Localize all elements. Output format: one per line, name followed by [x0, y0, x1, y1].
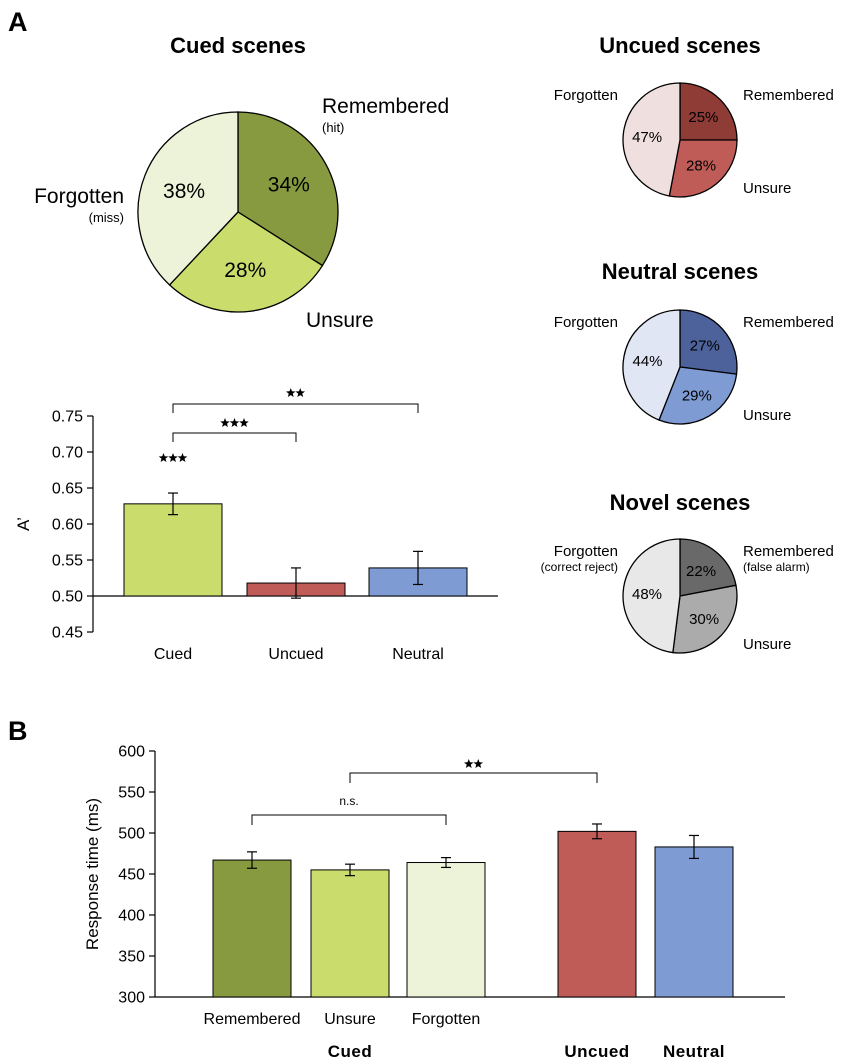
- significance-stars: [220, 418, 230, 428]
- pie-slice-label: Unsure: [306, 309, 374, 332]
- significance-bracket: [349, 772, 598, 783]
- significance-bracket: [172, 403, 419, 413]
- pie-percent-label: 47%: [632, 129, 662, 146]
- group-label-uncued: Uncued: [564, 1042, 629, 1061]
- bar-forgotten: [406, 862, 486, 998]
- significance-bracket: [172, 432, 297, 442]
- y-tick-label: 0.45: [52, 625, 83, 642]
- x-category-label: Remembered: [204, 1011, 301, 1028]
- panel-label-a: A: [8, 7, 28, 37]
- pie-percent-label: 44%: [633, 353, 663, 370]
- significance-ns: n.s.: [339, 794, 358, 808]
- pie-slice-unsure: [668, 139, 738, 198]
- y-tick-label: 550: [118, 785, 145, 802]
- significance-stars: [158, 453, 169, 463]
- bar-unsure: [310, 869, 390, 998]
- pie-percent-label: 38%: [163, 180, 205, 203]
- pie-slice-label: Remembered: [743, 87, 834, 104]
- pie-slice-unsure: [168, 211, 324, 313]
- pie-slice-sublabel: (correct reject): [541, 560, 618, 574]
- pie-slice-label: Forgotten: [554, 314, 618, 331]
- pie-percent-label: 29%: [682, 388, 712, 405]
- y-tick-label: 450: [118, 867, 145, 884]
- pie-percent-label: 25%: [688, 109, 718, 126]
- pie-slice-sublabel: (hit): [322, 120, 344, 135]
- pie-slice-label: Unsure: [743, 407, 791, 424]
- y-tick-label: 350: [118, 949, 145, 966]
- pie-slice-label: Remembered: [743, 314, 834, 331]
- pie-slice-remembered: [679, 309, 738, 375]
- pie-slice-forgotten: [137, 111, 239, 286]
- x-category-label: Unsure: [324, 1011, 376, 1028]
- significance-stars: [473, 759, 484, 769]
- y-tick-label: 0.55: [52, 553, 83, 570]
- pie-slice-unsure: [672, 584, 738, 654]
- pie-title: Uncued scenes: [599, 33, 760, 58]
- y-axis-title: Response time (ms): [83, 798, 102, 950]
- y-axis-title: A’: [14, 517, 33, 531]
- significance-stars: [168, 453, 178, 463]
- pie-slice-label: Unsure: [743, 636, 791, 653]
- pie-slice-label: Remembered: [743, 543, 834, 560]
- bar-remembered: [212, 859, 292, 998]
- y-tick-label: 600: [118, 744, 145, 761]
- pie-slice-label: Forgotten: [554, 543, 618, 560]
- significance-stars: [239, 418, 249, 428]
- pie-slice-forgotten: [622, 538, 681, 654]
- pie-slice-unsure: [658, 366, 738, 425]
- x-category-label: Cued: [154, 646, 192, 663]
- pie-slice-forgotten: [622, 309, 681, 421]
- pie-percent-label: 30%: [689, 611, 719, 628]
- pie-percent-label: 48%: [632, 586, 662, 603]
- significance-stars: [285, 388, 296, 398]
- bar-neutral: [654, 846, 734, 998]
- x-category-label: Uncued: [268, 646, 323, 663]
- pie-slice-sublabel: (false alarm): [743, 560, 810, 574]
- pie-title: Cued scenes: [170, 33, 306, 58]
- pie-percent-label: 22%: [686, 563, 716, 580]
- pie-slice-remembered: [679, 82, 738, 141]
- x-category-label: Neutral: [392, 646, 444, 663]
- bar-cued: [123, 503, 223, 597]
- pie-slice-label: Forgotten: [554, 87, 618, 104]
- y-tick-label: 0.75: [52, 409, 83, 426]
- pie-percent-label: 28%: [224, 259, 266, 282]
- bar-uncued: [557, 830, 637, 998]
- y-tick-label: 0.60: [52, 517, 83, 534]
- pie-slice-label: Unsure: [743, 180, 791, 197]
- y-tick-label: 500: [118, 826, 145, 843]
- pie-slice-forgotten: [622, 82, 681, 197]
- panel-label-b: B: [8, 716, 28, 746]
- significance-stars: [177, 453, 188, 463]
- y-tick-label: 400: [118, 908, 145, 925]
- group-label-cued: Cued: [328, 1042, 373, 1061]
- pie-slice-remembered: [679, 538, 737, 597]
- pie-percent-label: 27%: [690, 337, 720, 354]
- pie-percent-label: 34%: [268, 173, 310, 196]
- group-label-neutral: Neutral: [663, 1042, 725, 1061]
- pie-slice-sublabel: (miss): [89, 210, 124, 225]
- x-category-label: Forgotten: [412, 1011, 480, 1028]
- pie-slice-label: Forgotten: [34, 185, 124, 208]
- pie-title: Novel scenes: [610, 490, 751, 515]
- significance-stars: [295, 388, 306, 398]
- pie-percent-label: 28%: [686, 158, 716, 175]
- pie-slice-label: Remembered: [322, 95, 449, 118]
- pie-title: Neutral scenes: [602, 259, 759, 284]
- significance-stars: [463, 759, 474, 769]
- y-tick-label: 0.50: [52, 589, 83, 606]
- y-tick-label: 0.65: [52, 481, 83, 498]
- significance-bracket: [251, 814, 447, 825]
- y-tick-label: 300: [118, 990, 145, 1007]
- significance-stars: [229, 418, 240, 428]
- y-tick-label: 0.70: [52, 445, 83, 462]
